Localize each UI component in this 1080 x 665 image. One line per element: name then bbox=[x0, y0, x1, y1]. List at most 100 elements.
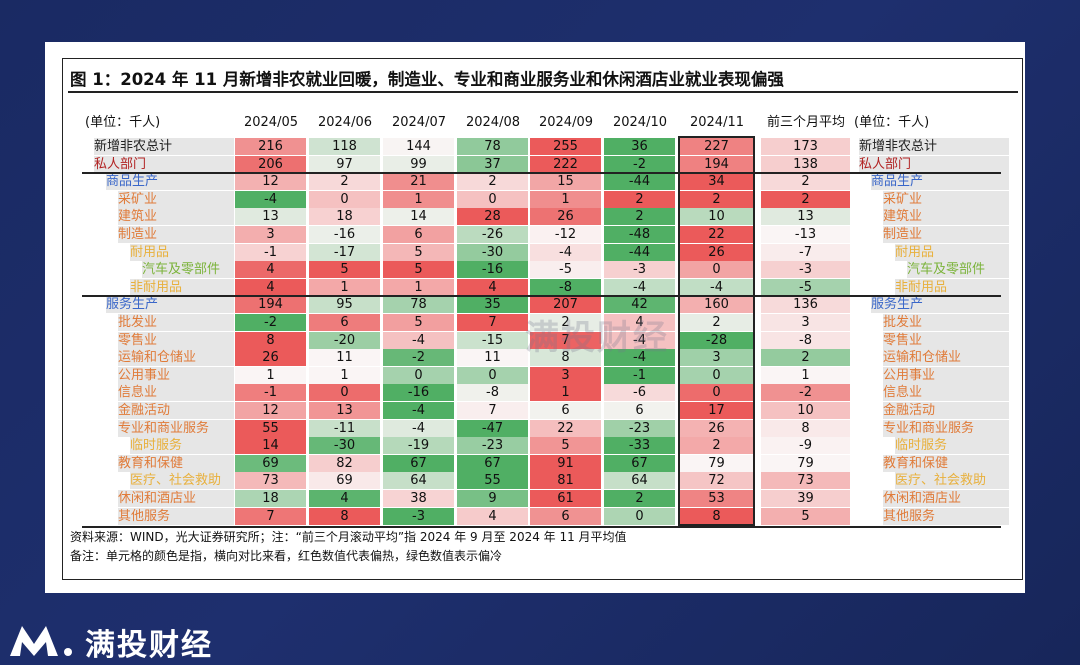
column-header: 2024/08 bbox=[465, 115, 520, 130]
value-cell: 10 bbox=[761, 402, 850, 419]
value-cell: -4 bbox=[604, 331, 675, 349]
value-cell: 67 bbox=[604, 454, 675, 472]
value-cell: 2 bbox=[604, 190, 675, 208]
value-cell: 5 bbox=[383, 314, 454, 331]
column-header: 2024/09 bbox=[538, 115, 593, 130]
value-cell: 14 bbox=[383, 208, 454, 226]
value-cell: 26 bbox=[679, 419, 754, 437]
value-cell: 216 bbox=[235, 138, 306, 155]
value-cell: -44 bbox=[604, 173, 675, 191]
value-cell: 1 bbox=[761, 366, 850, 384]
value-cell: -9 bbox=[761, 437, 850, 455]
logo-text: 满投财经 bbox=[85, 628, 213, 663]
value-cell: 194 bbox=[235, 296, 306, 314]
value-cell: 22 bbox=[679, 226, 754, 243]
value-cell: 1 bbox=[309, 278, 380, 296]
value-cell: 39 bbox=[761, 490, 850, 507]
row-label-right: 建筑业 bbox=[883, 208, 1009, 226]
value-cell: 5 bbox=[309, 261, 380, 279]
value-cell: -4 bbox=[383, 402, 454, 419]
row-label-right: 制造业 bbox=[883, 226, 1009, 243]
value-cell: 7 bbox=[530, 331, 601, 349]
value-cell: 7 bbox=[235, 507, 306, 525]
value-cell: 207 bbox=[530, 296, 601, 314]
value-cell: 11 bbox=[457, 349, 528, 367]
row-label: 专业和商业服务 bbox=[118, 419, 234, 437]
value-cell: -4 bbox=[235, 190, 306, 208]
row-label: 非耐用品 bbox=[130, 278, 234, 296]
value-cell: 38 bbox=[383, 490, 454, 507]
row-label: 教育和保健 bbox=[118, 454, 234, 472]
value-cell: 0 bbox=[309, 190, 380, 208]
value-cell: 73 bbox=[235, 472, 306, 490]
value-cell: 18 bbox=[309, 208, 380, 226]
value-cell: -20 bbox=[309, 331, 380, 349]
row-label-right: 私人部门 bbox=[859, 155, 1009, 173]
value-cell: 69 bbox=[309, 472, 380, 490]
row-label: 采矿业 bbox=[118, 190, 234, 208]
value-cell: 227 bbox=[679, 138, 754, 155]
value-cell: 13 bbox=[235, 208, 306, 226]
value-cell: -44 bbox=[604, 243, 675, 261]
row-label-right: 金融活动 bbox=[883, 402, 1009, 419]
value-cell: 2 bbox=[761, 173, 850, 191]
value-cell: -15 bbox=[457, 331, 528, 349]
value-cell: 6 bbox=[604, 402, 675, 419]
row-label: 信息业 bbox=[118, 384, 234, 402]
title: 图 1：2024 年 11 月新增非农就业回暖，制造业、专业和商业服务业和休闲酒… bbox=[70, 70, 784, 89]
value-cell: 34 bbox=[679, 173, 754, 191]
value-cell: 194 bbox=[679, 155, 754, 173]
value-cell: -7 bbox=[761, 243, 850, 261]
value-cell: 72 bbox=[679, 472, 754, 490]
value-cell: 2 bbox=[679, 190, 754, 208]
value-cell: 79 bbox=[679, 454, 754, 472]
value-cell: 1 bbox=[383, 278, 454, 296]
value-cell: -28 bbox=[679, 331, 754, 349]
remark-note: 备注：单元格的颜色是指，横向对比来看，红色数值代表偏热，绿色数值表示偏冷 bbox=[70, 549, 503, 563]
column-header: 2024/07 bbox=[391, 115, 446, 130]
value-cell: 1 bbox=[530, 384, 601, 402]
value-cell: 37 bbox=[457, 155, 528, 173]
value-cell: -26 bbox=[457, 226, 528, 243]
value-cell: 81 bbox=[530, 472, 601, 490]
value-cell: 8 bbox=[309, 507, 380, 525]
row-label-right: 专业和商业服务 bbox=[883, 419, 1009, 437]
value-cell: 6 bbox=[530, 402, 601, 419]
value-cell: 2 bbox=[457, 173, 528, 191]
value-cell: 5 bbox=[530, 437, 601, 455]
column-header: 2024/05 bbox=[243, 115, 298, 130]
logo-icon bbox=[10, 626, 72, 656]
value-cell: 1 bbox=[235, 366, 306, 384]
row-label: 制造业 bbox=[118, 226, 234, 243]
value-cell: 11 bbox=[309, 349, 380, 367]
value-cell: 1 bbox=[530, 190, 601, 208]
value-cell: 4 bbox=[604, 314, 675, 331]
row-label: 休闲和酒店业 bbox=[118, 490, 234, 507]
value-cell: -16 bbox=[309, 226, 380, 243]
row-label-right: 临时服务 bbox=[895, 437, 1009, 455]
value-cell: 8 bbox=[761, 419, 850, 437]
title-rule bbox=[68, 91, 1018, 93]
separator bbox=[82, 295, 1001, 297]
value-cell: 67 bbox=[383, 454, 454, 472]
value-cell: 2 bbox=[679, 437, 754, 455]
value-cell: -2 bbox=[383, 349, 454, 367]
value-cell: 0 bbox=[309, 384, 380, 402]
row-label: 其他服务 bbox=[118, 507, 234, 525]
value-cell: 67 bbox=[457, 454, 528, 472]
value-cell: -8 bbox=[457, 384, 528, 402]
value-cell: 3 bbox=[530, 366, 601, 384]
value-cell: 173 bbox=[761, 138, 850, 155]
row-label: 医疗、社会救助 bbox=[130, 472, 234, 490]
row-label: 运输和仓储业 bbox=[118, 349, 234, 367]
value-cell: 4 bbox=[457, 278, 528, 296]
value-cell: 14 bbox=[235, 437, 306, 455]
row-label-right: 汽车及零部件 bbox=[907, 261, 1009, 279]
row-label-right: 非耐用品 bbox=[895, 278, 1009, 296]
value-cell: 0 bbox=[457, 366, 528, 384]
value-cell: -5 bbox=[761, 278, 850, 296]
row-label: 耐用品 bbox=[130, 243, 234, 261]
row-label-right: 耐用品 bbox=[895, 243, 1009, 261]
row-label: 零售业 bbox=[118, 331, 234, 349]
